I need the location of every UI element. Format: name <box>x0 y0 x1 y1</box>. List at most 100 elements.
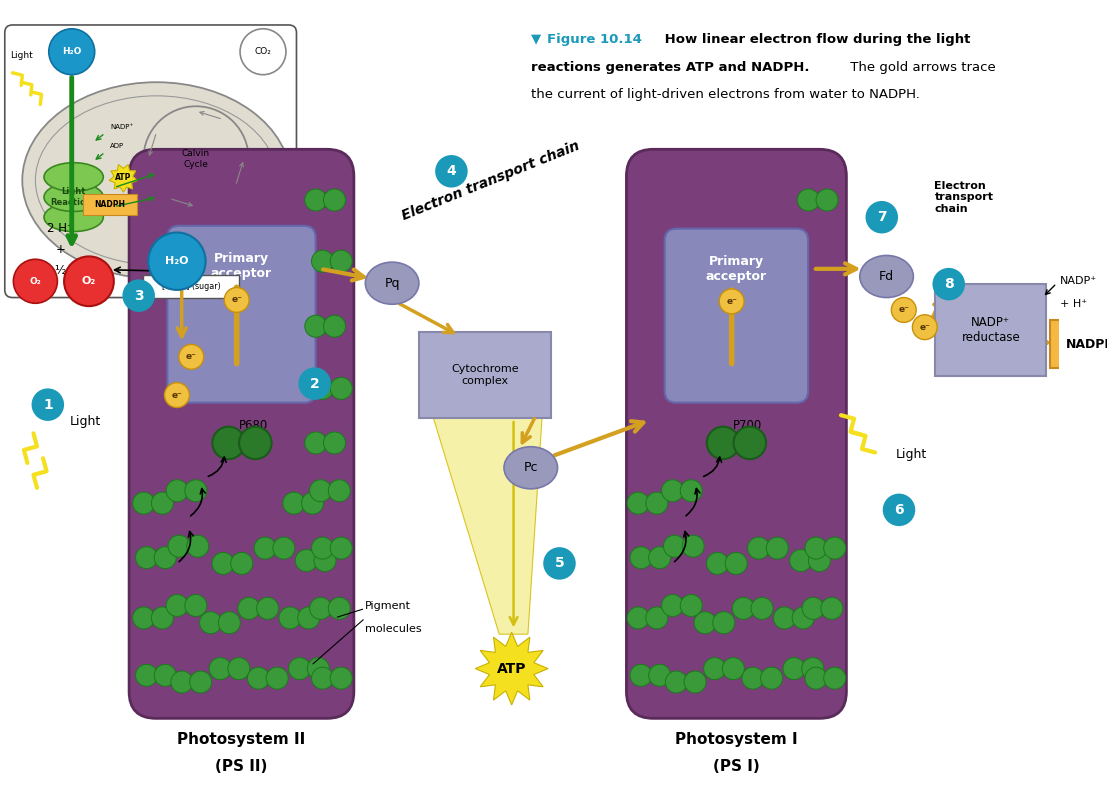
Ellipse shape <box>44 203 103 231</box>
Circle shape <box>185 480 207 502</box>
Circle shape <box>323 189 345 211</box>
Circle shape <box>820 597 842 619</box>
Circle shape <box>713 611 735 634</box>
Circle shape <box>628 607 649 629</box>
Polygon shape <box>110 164 137 192</box>
Text: Calvin
Cycle: Calvin Cycle <box>182 149 210 168</box>
Circle shape <box>133 492 155 514</box>
Ellipse shape <box>44 182 103 212</box>
Circle shape <box>148 232 206 290</box>
Ellipse shape <box>365 262 418 304</box>
Text: How linear electron flow during the light: How linear electron flow during the ligh… <box>660 32 970 46</box>
Circle shape <box>649 664 671 687</box>
Circle shape <box>272 537 294 559</box>
Text: Light: Light <box>11 51 33 60</box>
Circle shape <box>230 552 252 574</box>
Circle shape <box>866 201 898 234</box>
Circle shape <box>304 189 327 211</box>
Text: ADP: ADP <box>110 144 124 149</box>
Text: NADPH: NADPH <box>1066 338 1107 351</box>
Circle shape <box>187 535 209 557</box>
Circle shape <box>684 671 706 693</box>
Circle shape <box>766 537 788 559</box>
FancyBboxPatch shape <box>167 226 315 403</box>
Text: +: + <box>55 243 65 256</box>
Circle shape <box>179 344 204 369</box>
Circle shape <box>774 607 796 629</box>
Circle shape <box>789 550 811 571</box>
Circle shape <box>630 547 652 569</box>
Circle shape <box>308 657 329 679</box>
Circle shape <box>694 611 716 634</box>
Circle shape <box>783 657 805 679</box>
Circle shape <box>298 607 320 629</box>
Circle shape <box>797 189 819 211</box>
Text: e⁻: e⁻ <box>726 297 737 306</box>
Text: (PS II): (PS II) <box>215 758 268 773</box>
Circle shape <box>330 668 352 689</box>
Text: Photosystem II: Photosystem II <box>177 732 306 747</box>
Polygon shape <box>433 414 542 634</box>
Circle shape <box>891 298 917 322</box>
Circle shape <box>733 597 754 619</box>
Circle shape <box>279 607 301 629</box>
Circle shape <box>199 611 221 634</box>
Text: Fd: Fd <box>879 270 894 283</box>
Circle shape <box>13 259 58 303</box>
Circle shape <box>49 28 95 75</box>
Text: H₂O: H₂O <box>62 47 82 56</box>
Text: Primary
acceptor: Primary acceptor <box>706 255 767 283</box>
FancyBboxPatch shape <box>664 228 808 403</box>
FancyBboxPatch shape <box>935 284 1046 376</box>
Circle shape <box>311 668 333 689</box>
Circle shape <box>289 657 311 679</box>
Text: Figure 10.14: Figure 10.14 <box>547 32 642 46</box>
Circle shape <box>296 550 318 571</box>
Circle shape <box>725 552 747 574</box>
Circle shape <box>168 535 190 557</box>
Ellipse shape <box>504 446 558 489</box>
Circle shape <box>330 378 352 400</box>
Circle shape <box>330 537 352 559</box>
Polygon shape <box>475 632 548 705</box>
Text: 7: 7 <box>877 210 887 224</box>
Circle shape <box>761 668 783 689</box>
Circle shape <box>793 607 814 629</box>
Circle shape <box>706 552 728 574</box>
Text: 2 H⁺: 2 H⁺ <box>48 222 73 235</box>
Circle shape <box>154 664 176 687</box>
Circle shape <box>329 597 350 619</box>
Text: 1: 1 <box>43 397 53 412</box>
Circle shape <box>816 189 838 211</box>
Text: 4: 4 <box>446 164 456 179</box>
Circle shape <box>310 597 332 619</box>
Circle shape <box>154 547 176 569</box>
Circle shape <box>225 288 249 312</box>
Circle shape <box>751 597 773 619</box>
Text: P700: P700 <box>733 419 763 432</box>
Circle shape <box>133 607 155 629</box>
Circle shape <box>630 664 652 687</box>
Circle shape <box>665 671 687 693</box>
Circle shape <box>662 480 683 502</box>
Circle shape <box>680 595 702 616</box>
Circle shape <box>323 432 345 454</box>
FancyBboxPatch shape <box>627 149 847 718</box>
Text: ▼: ▼ <box>530 32 546 46</box>
Circle shape <box>64 257 114 307</box>
Circle shape <box>663 535 685 557</box>
Text: e⁻: e⁻ <box>231 295 242 304</box>
FancyBboxPatch shape <box>1051 321 1107 368</box>
Circle shape <box>680 480 702 502</box>
Text: 8: 8 <box>944 277 953 292</box>
Text: 3: 3 <box>134 288 144 303</box>
Circle shape <box>185 595 207 616</box>
FancyBboxPatch shape <box>144 275 239 298</box>
Circle shape <box>742 668 764 689</box>
Text: Light
Reactions: Light Reactions <box>50 187 97 207</box>
Circle shape <box>248 668 269 689</box>
Circle shape <box>808 550 830 571</box>
Circle shape <box>824 668 846 689</box>
Circle shape <box>170 671 193 693</box>
Circle shape <box>213 552 234 574</box>
